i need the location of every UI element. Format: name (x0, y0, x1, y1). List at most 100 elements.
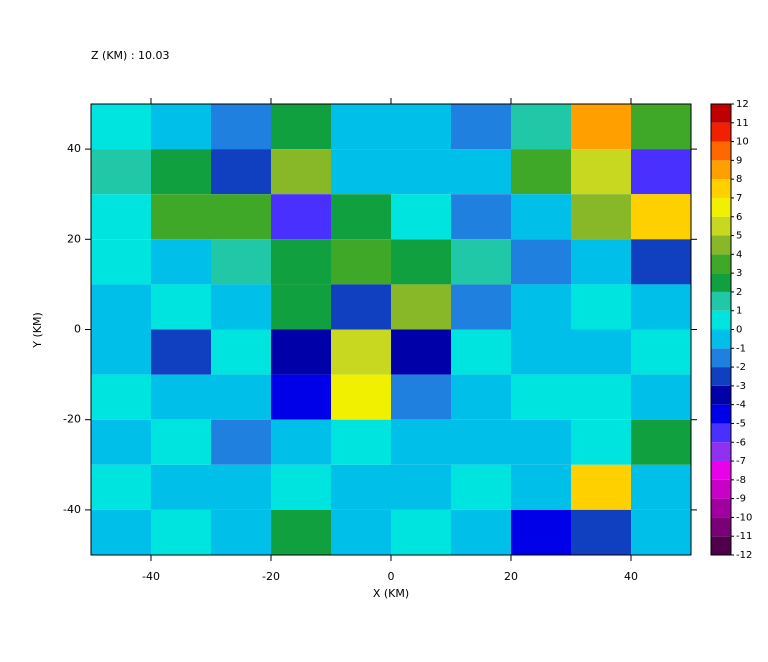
heat-cell (631, 239, 691, 285)
colorbar-label: 1 (736, 306, 742, 317)
colorbar-swatch (711, 141, 731, 161)
heat-cell (511, 149, 571, 195)
heat-cell (511, 194, 571, 240)
heat-cell (391, 194, 451, 240)
heat-cell (151, 464, 211, 510)
heat-cell (451, 509, 511, 555)
colorbar-label: -10 (736, 512, 752, 523)
colorbar-label: -2 (736, 362, 746, 373)
colorbar-swatch (711, 329, 731, 349)
colorbar-label: 0 (736, 325, 742, 336)
heat-cell (451, 374, 511, 420)
colorbar-swatch (711, 479, 731, 499)
colorbar-label: -5 (736, 418, 746, 429)
heat-cell (151, 104, 211, 150)
x-tick-label: 0 (388, 570, 395, 583)
heat-cell (211, 149, 271, 195)
heat-cell (631, 104, 691, 150)
heat-cell (511, 329, 571, 375)
heat-cell (451, 239, 511, 285)
colorbar-label: -7 (736, 456, 746, 467)
heat-cell (151, 284, 211, 330)
colorbar-label: 5 (736, 231, 742, 242)
colorbar-label: 3 (736, 268, 742, 279)
colorbar-swatch (711, 517, 731, 537)
colorbar-label: 9 (736, 155, 742, 166)
heat-cell (511, 239, 571, 285)
heat-cell (571, 239, 631, 285)
heat-cell (151, 374, 211, 420)
heat-cell (271, 239, 331, 285)
colorbar-label: 2 (736, 287, 742, 298)
colorbar-swatch (711, 536, 731, 555)
heat-cell (271, 374, 331, 420)
heat-cell (91, 374, 151, 420)
heat-cell (391, 464, 451, 510)
heat-cell (451, 104, 511, 150)
heat-cell (151, 329, 211, 375)
x-tick-label: -20 (262, 570, 280, 583)
heat-cell (391, 419, 451, 465)
heat-cell (511, 464, 571, 510)
chart-title: Z (KM) : 10.03 (91, 49, 170, 62)
heat-cell (271, 509, 331, 555)
colorbar-label: -9 (736, 494, 746, 505)
y-tick-label: 0 (74, 323, 81, 336)
heat-cell (451, 419, 511, 465)
colorbar-swatch (711, 461, 731, 480)
heat-cell (211, 374, 271, 420)
heat-cell (211, 239, 271, 285)
colorbar-label: -6 (736, 437, 746, 448)
heat-cell (331, 419, 391, 465)
heat-cell (211, 509, 271, 555)
heat-cell (91, 194, 151, 240)
heat-cell (151, 419, 211, 465)
heat-cell (271, 194, 331, 240)
heat-cell (151, 509, 211, 555)
heat-cell (271, 464, 331, 510)
colorbar-label: 10 (736, 137, 749, 148)
heat-cell (91, 239, 151, 285)
x-tick-label: -40 (142, 570, 160, 583)
colorbar-swatch (711, 367, 731, 386)
heat-cell (571, 374, 631, 420)
y-tick-label: -40 (63, 503, 81, 516)
colorbar-swatch (711, 348, 731, 368)
colorbar-swatch (711, 385, 731, 405)
heat-cell (331, 239, 391, 285)
colorbar-swatch (711, 291, 731, 311)
colorbar-swatch (711, 404, 731, 424)
heat-cell (631, 419, 691, 465)
heat-cell (211, 419, 271, 465)
heat-cell (331, 329, 391, 375)
heat-cell (571, 284, 631, 330)
heat-cell (571, 329, 631, 375)
colorbar-label: -11 (736, 531, 752, 542)
heat-cell (511, 419, 571, 465)
heat-cell (391, 329, 451, 375)
heat-cell (511, 374, 571, 420)
colorbar-label: 12 (736, 99, 749, 110)
x-axis-label: X (KM) (373, 587, 409, 600)
colorbar-label: 8 (736, 174, 742, 185)
heat-cell (211, 104, 271, 150)
heat-cell (211, 194, 271, 240)
heat-cell (571, 509, 631, 555)
heat-cell (331, 104, 391, 150)
heat-cell (271, 149, 331, 195)
heat-cell (511, 284, 571, 330)
heat-cell (451, 464, 511, 510)
colorbar-swatch (711, 310, 731, 330)
heat-cell (631, 284, 691, 330)
heat-cell (271, 329, 331, 375)
heat-cell (391, 149, 451, 195)
y-tick-label: 40 (67, 142, 81, 155)
heat-cell (91, 284, 151, 330)
heat-cell (511, 104, 571, 150)
heat-cell (571, 149, 631, 195)
heat-cell (571, 194, 631, 240)
heat-cell (271, 284, 331, 330)
colorbar-label: -3 (736, 381, 746, 392)
heat-cell (211, 464, 271, 510)
heat-cell (331, 509, 391, 555)
